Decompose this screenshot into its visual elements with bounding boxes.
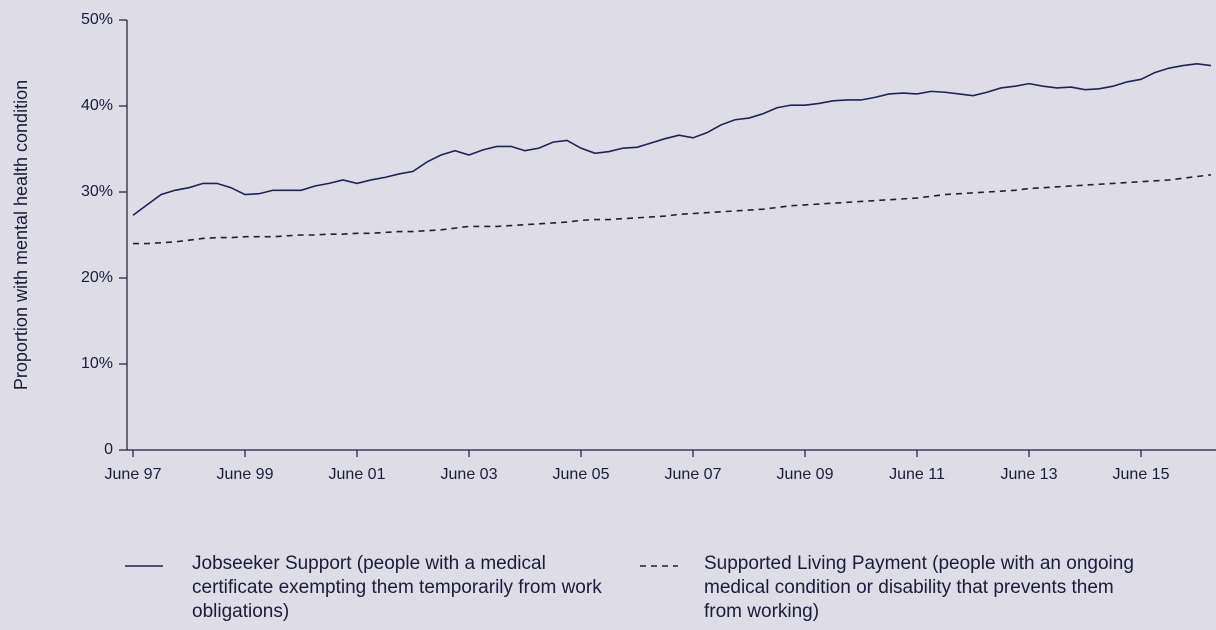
x-tick-label: June 07 xyxy=(665,466,722,483)
x-tick-label: June 97 xyxy=(105,466,162,483)
legend-label: Supported Living Payment (people with an… xyxy=(704,553,1134,622)
x-tick-label: June 99 xyxy=(217,466,274,483)
y-tick-label: 40% xyxy=(81,97,113,114)
y-tick-label: 30% xyxy=(81,183,113,200)
x-tick-label: June 09 xyxy=(777,466,834,483)
y-axis-label: Proportion with mental health condition xyxy=(11,80,31,390)
series-line xyxy=(132,63,1212,216)
legend-label: Jobseeker Support (people with a medical… xyxy=(192,553,602,622)
y-tick-label: 10% xyxy=(81,355,113,372)
x-tick-label: June 13 xyxy=(1001,466,1058,483)
x-tick-label: June 15 xyxy=(1113,466,1170,483)
x-tick-label: June 01 xyxy=(329,466,386,483)
y-tick-label: 50% xyxy=(81,11,113,28)
series-line xyxy=(133,174,1212,245)
legend-swatch xyxy=(640,565,678,567)
y-tick-label: 0 xyxy=(104,441,113,458)
x-tick-label: June 11 xyxy=(889,466,945,483)
y-tick-label: 20% xyxy=(81,269,113,286)
legend-swatch xyxy=(125,565,163,567)
x-tick-label: June 03 xyxy=(441,466,498,483)
x-tick-label: June 05 xyxy=(553,466,610,483)
chart: Proportion with mental health condition … xyxy=(11,11,1216,483)
